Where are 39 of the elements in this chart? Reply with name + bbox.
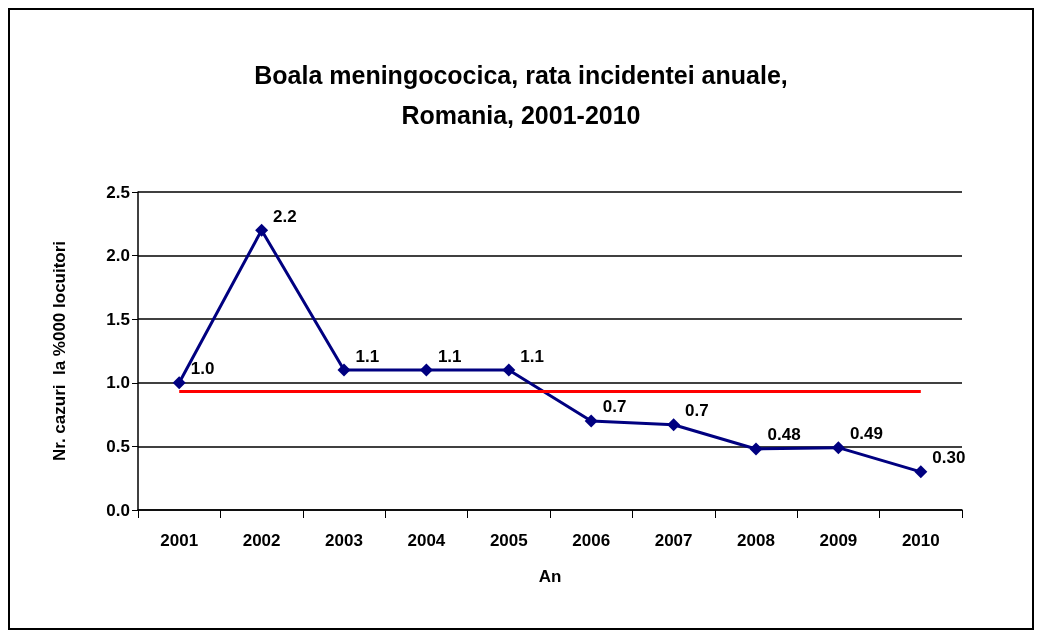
data-label: 1.1 — [437, 346, 462, 366]
x-tick-label: 2002 — [242, 531, 281, 550]
point — [419, 363, 433, 377]
y-tick-label: 0.5 — [106, 436, 130, 456]
y-tick-label: 2.5 — [106, 182, 130, 202]
y-tick-label: 1.5 — [106, 309, 130, 329]
x-tick-label: 2010 — [901, 531, 940, 550]
x-tick-label: 2004 — [407, 531, 446, 550]
data-label: 1.0 — [190, 359, 215, 379]
point — [914, 465, 928, 479]
y-tick-label: 2.0 — [106, 246, 130, 266]
point — [749, 442, 763, 456]
x-tick-label: 2005 — [489, 531, 528, 550]
data-label: 1.1 — [355, 346, 380, 366]
chart-title: Boala meningococica, rata incidentei anuale, Romania, 2001-2010 — [254, 61, 788, 129]
x-tick-label: 2007 — [654, 531, 693, 550]
data-label: 0.30 — [932, 448, 966, 468]
point — [255, 223, 269, 237]
point — [831, 441, 845, 455]
x-tick-label: 2003 — [325, 531, 363, 550]
y-axis-title: Nr. cazuri la %000 locuitori — [50, 240, 69, 462]
x-tick-label: 2001 — [160, 531, 199, 550]
x-tick-label: 2009 — [819, 531, 858, 550]
point — [667, 418, 681, 432]
y-tick-label: 1.0 — [106, 373, 130, 393]
point — [337, 363, 351, 377]
x-axis-title: An — [538, 567, 562, 586]
x-tick-label: 2006 — [572, 531, 611, 550]
data-label: 0.48 — [767, 425, 801, 445]
data-label: 2.2 — [273, 206, 297, 226]
point — [172, 376, 186, 390]
data-label: 0.49 — [849, 424, 883, 444]
point — [584, 414, 598, 428]
data-label: 0.7 — [602, 397, 627, 417]
y-tick-label: 0.0 — [106, 500, 130, 520]
data-label: 1.1 — [520, 346, 544, 366]
point — [502, 363, 516, 377]
x-tick-label: 2008 — [737, 531, 775, 550]
data-label: 0.7 — [685, 401, 709, 421]
